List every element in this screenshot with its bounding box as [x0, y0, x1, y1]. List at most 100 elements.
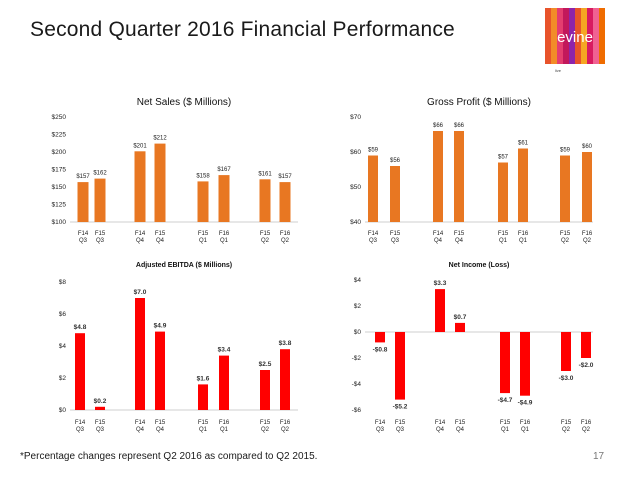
x-tick-label: Q1: [220, 238, 229, 244]
bar: [518, 148, 528, 222]
evine-logo: evine: [545, 8, 605, 64]
logo-stripes: [545, 8, 605, 64]
y-tick-label: $8: [59, 279, 67, 286]
y-tick-label: $4: [354, 277, 362, 284]
x-tick-label: Q4: [136, 238, 145, 244]
data-label: $3.4: [218, 347, 231, 354]
x-tick-label: Q1: [501, 427, 510, 433]
bar: [433, 131, 443, 222]
bar: [279, 182, 291, 222]
y-tick-label: $40: [350, 219, 361, 226]
x-tick-label: Q3: [396, 427, 405, 433]
data-label: $0.2: [94, 398, 107, 405]
data-label: -$4.9: [518, 400, 533, 407]
data-label: $0.7: [454, 314, 467, 321]
x-tick-label: Q1: [199, 238, 208, 244]
bar: [260, 370, 270, 410]
x-tick-label: F15: [95, 420, 106, 426]
data-label: -$3.0: [559, 375, 574, 382]
bar: [198, 384, 208, 410]
data-label: $2.5: [259, 361, 272, 368]
data-label: $60: [582, 144, 593, 150]
bar: [94, 178, 106, 222]
x-tick-label: F14: [75, 420, 86, 426]
data-label: $162: [93, 171, 107, 177]
bar: [561, 332, 571, 371]
chart-title: Net Income (Loss): [449, 262, 510, 269]
x-tick-label: Q1: [199, 427, 208, 433]
bar: [95, 406, 105, 410]
x-tick-label: F15: [560, 231, 571, 237]
x-tick-label: F15: [155, 231, 166, 237]
y-tick-label: $200: [52, 149, 67, 156]
x-tick-label: Q3: [376, 427, 385, 433]
y-tick-label: $100: [52, 219, 67, 226]
bar: [154, 143, 166, 222]
data-label: $56: [390, 158, 401, 164]
bar: [520, 332, 530, 396]
x-tick-label: Q2: [261, 238, 270, 244]
data-label: $167: [217, 167, 231, 173]
data-label: -$4.7: [498, 397, 513, 404]
x-tick-label: Q2: [582, 427, 591, 433]
bar: [455, 322, 465, 332]
x-tick-label: F15: [455, 420, 466, 426]
y-tick-label: $0: [354, 329, 362, 336]
x-tick-label: Q4: [136, 427, 145, 433]
x-tick-label: Q2: [562, 427, 571, 433]
data-label: $201: [133, 143, 147, 149]
bar: [77, 182, 89, 222]
page-title: Second Quarter 2016 Financial Performanc…: [30, 18, 455, 41]
y-tick-label: $50: [350, 184, 361, 191]
x-tick-label: F15: [500, 420, 511, 426]
data-label: $3.8: [279, 340, 292, 347]
data-label: $212: [153, 136, 167, 142]
data-label: $161: [258, 171, 272, 177]
bar: [75, 333, 85, 410]
x-tick-label: F14: [78, 231, 89, 237]
x-tick-label: F14: [135, 231, 146, 237]
chart-title: Net Sales ($ Millions): [137, 97, 231, 108]
x-tick-label: F14: [135, 420, 146, 426]
data-label: $157: [76, 174, 90, 180]
x-tick-label: F15: [498, 231, 509, 237]
x-tick-label: Q2: [583, 238, 592, 244]
bar: [197, 181, 209, 222]
x-tick-label: Q1: [519, 238, 528, 244]
x-tick-label: F15: [198, 420, 209, 426]
x-tick-label: Q3: [369, 238, 378, 244]
y-tick-label: $60: [350, 149, 361, 156]
x-tick-label: F15: [561, 420, 572, 426]
logo-text: evine: [557, 29, 593, 46]
x-tick-label: F14: [435, 420, 446, 426]
x-tick-label: F14: [368, 231, 379, 237]
y-tick-label: $2: [354, 303, 362, 310]
x-tick-label: F15: [260, 420, 271, 426]
x-tick-label: F14: [375, 420, 386, 426]
x-tick-label: Q3: [96, 238, 105, 244]
y-tick-label: -$2: [352, 355, 362, 362]
x-tick-label: F16: [581, 420, 592, 426]
x-tick-label: Q3: [79, 238, 88, 244]
x-tick-label: Q2: [281, 238, 290, 244]
x-tick-label: Q2: [561, 238, 570, 244]
chart-title: Gross Profit ($ Millions): [427, 97, 531, 108]
data-label: $59: [368, 148, 379, 154]
x-tick-label: F16: [582, 231, 593, 237]
x-tick-label: Q3: [76, 427, 85, 433]
bar: [375, 332, 385, 343]
x-tick-label: Q4: [455, 238, 464, 244]
data-label: $57: [498, 155, 509, 161]
x-tick-label: F15: [395, 420, 406, 426]
y-tick-label: $175: [52, 167, 67, 174]
x-tick-label: F15: [95, 231, 106, 237]
logo-subtext: live: [555, 68, 562, 73]
bar: [135, 298, 145, 410]
y-tick-label: $150: [52, 184, 67, 191]
x-tick-label: Q2: [261, 427, 270, 433]
bar: [498, 162, 508, 222]
bar: [435, 289, 445, 332]
y-tick-label: $125: [52, 202, 67, 209]
x-tick-label: F15: [198, 231, 209, 237]
data-label: $1.6: [197, 375, 210, 382]
